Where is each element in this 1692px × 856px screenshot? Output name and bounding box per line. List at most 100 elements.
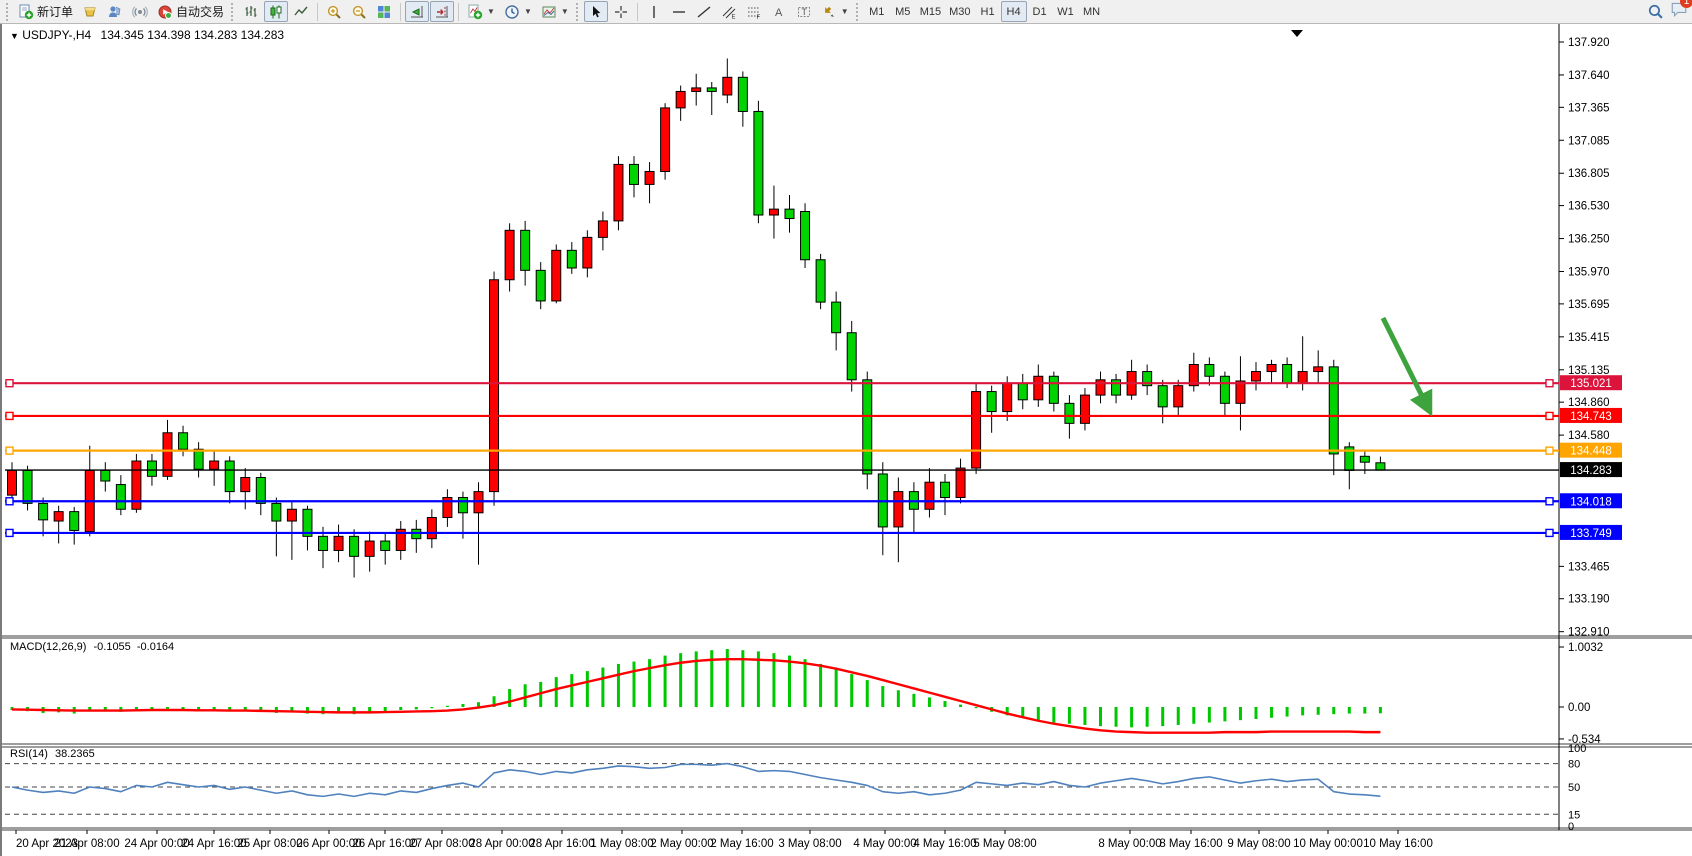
hline-135.021[interactable] [5,379,1559,388]
bar-chart-button[interactable] [239,1,263,22]
text-tool-button[interactable]: A [767,1,791,22]
auto-scroll-button[interactable] [405,1,430,22]
chart-shift-marker[interactable] [1291,30,1303,37]
candle-body [629,163,639,185]
candle-body [271,502,282,522]
candle [426,509,437,549]
hline-133.749[interactable] [5,528,1559,538]
candle-body [302,508,313,537]
channel-tool-button[interactable]: E [717,1,741,22]
candle-body [426,517,437,540]
candle-body [1157,385,1168,408]
line-handle[interactable] [1545,528,1554,538]
line-handle[interactable] [1545,411,1554,421]
line-handle[interactable] [1545,379,1554,388]
candle-body [240,476,251,493]
macd-histogram-bar [1223,707,1227,722]
zoom-in-button[interactable] [322,1,346,22]
fibonacci-tool-button[interactable]: F [742,1,766,22]
market-watch-button[interactable] [103,1,127,22]
chart-profiles-button[interactable] [78,1,102,22]
macd-histogram-bar [834,668,838,707]
hline-134.743[interactable] [5,411,1559,421]
candle-body [255,476,266,504]
time-label: 1 May 08:00 [590,838,653,850]
line-handle[interactable] [1545,497,1554,506]
timeframe-M1[interactable]: M1 [869,5,885,18]
timeframe-D1[interactable]: D1 [1032,5,1047,18]
macd-axis-label: 1.0032 [1568,642,1603,654]
candle-body [69,511,80,531]
indicators-button[interactable]: ▼ [463,1,499,22]
candle-body [504,229,515,281]
cursor-tool-button[interactable] [583,1,608,22]
price-tick-label: 137.920 [1568,37,1610,49]
autotrading-button[interactable]: 自动交易 [153,1,228,22]
macd-histogram-bar [648,659,652,707]
down-arrow-annotation[interactable] [1380,316,1433,417]
line-handle[interactable] [5,528,14,538]
macd-histogram-bar [819,663,823,707]
horizontal-line-objects[interactable] [5,379,1559,538]
price-tick-label: 137.085 [1568,135,1610,147]
autotrading-label: 自动交易 [176,5,225,19]
line-handle[interactable] [5,446,14,455]
timeframe-M30[interactable]: M30 [949,5,971,18]
line-handle[interactable] [5,497,14,506]
line-handle[interactable] [5,411,14,421]
price-tick-label: 137.640 [1568,70,1610,82]
candle-body [520,229,531,271]
crosshair-tool-button[interactable] [609,1,633,22]
toolbar-grip[interactable] [855,2,861,21]
candle [1344,442,1355,490]
periods-button[interactable]: ▼ [500,1,536,22]
price-axis[interactable]: 135.021 134.743 134.448 134.283 134.018 133.7… [1559,37,1622,639]
toolbar-grip[interactable] [6,2,11,21]
timeframe-H4[interactable]: H4 [1000,1,1027,22]
candle-body [768,208,779,216]
timeframe-M15[interactable]: M15 [919,5,942,18]
macd-histogram-bar [725,648,729,707]
candle [1111,373,1122,404]
timeframe-M5[interactable]: M5 [895,5,911,18]
timeframe-W1[interactable]: W1 [1057,5,1074,18]
notifications-button[interactable]: 1 [1670,0,1692,23]
hline-134.448[interactable] [5,446,1559,455]
candle [613,156,624,231]
candlestick-chart-button[interactable] [264,1,289,22]
timeframe-H1[interactable]: H1 [980,5,995,18]
chart-shift-button[interactable] [430,1,455,22]
templates-button[interactable]: ▼ [537,1,573,22]
candle [1048,371,1059,412]
text-label-tool-button[interactable]: T [792,1,816,22]
candle-body [53,511,64,522]
candle-body [1095,379,1106,396]
rsi-axis-label: 0 [1568,821,1574,833]
zoom-out-button[interactable] [347,1,371,22]
candle [1235,356,1246,431]
svg-text:F: F [756,15,760,20]
timeframe-MN[interactable]: MN [1082,5,1101,18]
search-icon[interactable] [1647,3,1664,20]
time-label: 8 May 00:00 [1098,838,1161,850]
vertical-line-tool-button[interactable] [642,1,666,22]
toolbar-grip[interactable] [231,2,236,21]
hline-134.018[interactable] [5,497,1559,506]
line-chart-button[interactable] [289,1,313,22]
macd-histogram-bar [1067,707,1071,724]
candle-body [1219,375,1230,404]
signals-button[interactable] [128,1,152,22]
new-order-button[interactable]: 新订单 [14,1,77,22]
toolbar-grip[interactable] [575,2,581,21]
arrows-tool-button[interactable]: ▼ [817,1,853,22]
collapse-icon[interactable]: ▼ [10,31,19,41]
trend-arrow-object[interactable] [1380,316,1433,417]
tile-windows-button[interactable] [372,1,396,22]
macd-pane: 1.0032 0.00 -0.534 [10,642,1603,746]
line-handle[interactable] [5,379,14,388]
line-handle[interactable] [1545,446,1554,455]
horizontal-line-tool-button[interactable] [667,1,691,22]
candle [644,162,655,204]
trendline-tool-button[interactable] [692,1,716,22]
